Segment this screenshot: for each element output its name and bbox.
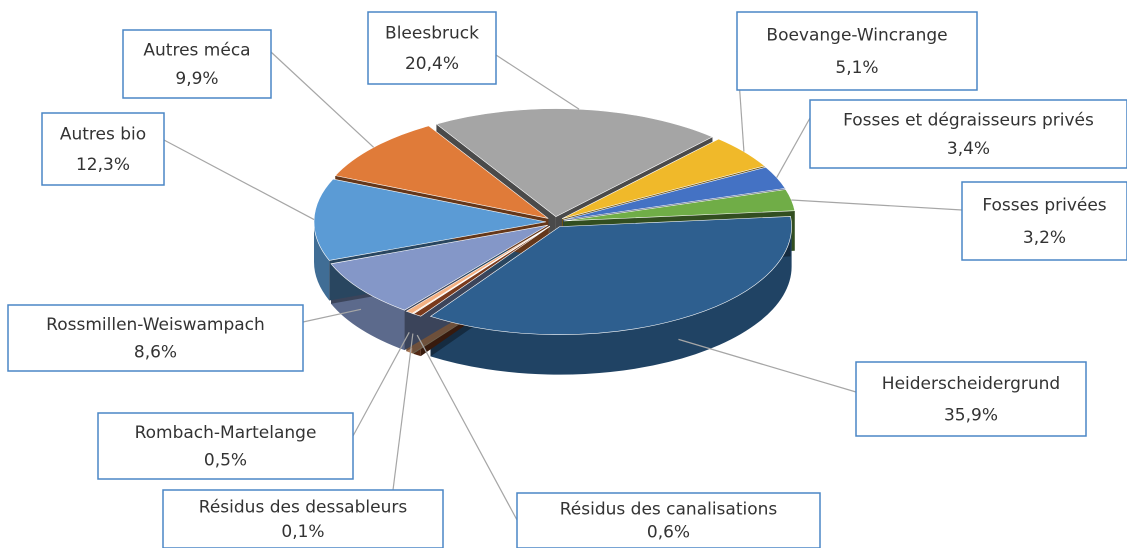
- label-box: [97, 412, 354, 480]
- label-box: [809, 99, 1127, 169]
- label-box: [516, 492, 821, 548]
- value-label: 12,3%: [76, 155, 130, 175]
- value-label: 3,4%: [947, 139, 990, 159]
- label-box: [162, 489, 444, 548]
- leader-line: [416, 334, 518, 521]
- slice: [435, 108, 714, 217]
- slice-side: [430, 226, 792, 375]
- label-box: [736, 11, 978, 91]
- value-label: 3,2%: [1023, 228, 1066, 248]
- label-box: [961, 181, 1127, 261]
- category-label: Autres bio: [60, 125, 146, 145]
- pie-tops: [313, 108, 796, 335]
- label-box: [367, 11, 497, 85]
- category-label: Résidus des dessableurs: [199, 497, 408, 517]
- value-label: 20,4%: [405, 54, 459, 74]
- slice: [313, 178, 547, 261]
- category-label: Rossmillen-Weiswampach: [46, 315, 265, 335]
- category-label: Boevange-Wincrange: [766, 25, 947, 45]
- slice: [429, 216, 792, 335]
- leader-line: [163, 139, 315, 221]
- value-label: 5,1%: [835, 58, 878, 78]
- leader-line: [791, 199, 963, 211]
- slice: [330, 224, 548, 311]
- leader-line: [678, 338, 857, 393]
- category-label: Rombach-Martelange: [135, 423, 317, 443]
- label-box: [7, 304, 304, 372]
- category-label: Résidus des canalisations: [560, 500, 778, 520]
- value-label: 0,5%: [204, 451, 247, 471]
- value-label: 9,9%: [175, 69, 218, 89]
- category-label: Fosses privées: [982, 195, 1106, 215]
- value-label: 8,6%: [134, 343, 177, 363]
- leader-line: [392, 333, 414, 491]
- category-label: Bleesbruck: [385, 24, 479, 44]
- leader-line: [352, 332, 410, 437]
- value-label: 0,1%: [281, 522, 324, 542]
- slice: [405, 226, 550, 314]
- category-label: Autres méca: [143, 40, 250, 60]
- leader-line: [495, 54, 580, 110]
- value-label: 35,9%: [944, 405, 998, 425]
- leader-line: [776, 117, 811, 178]
- label-box: [855, 361, 1087, 437]
- value-label: 0,6%: [647, 523, 690, 543]
- label-box: [41, 112, 165, 186]
- leader-line: [270, 51, 375, 148]
- leader-line: [302, 308, 362, 323]
- category-label: Fosses et dégraisseurs privés: [843, 110, 1094, 130]
- category-label: Heiderscheidergrund: [882, 374, 1060, 394]
- label-box: [122, 29, 272, 99]
